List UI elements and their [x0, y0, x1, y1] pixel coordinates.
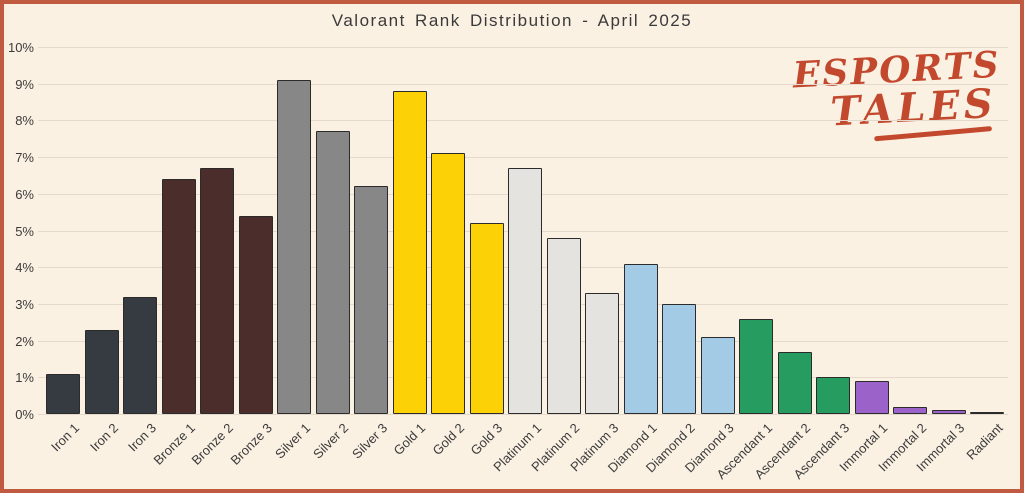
bar-ascendant-2 — [777, 351, 812, 414]
bar-ascendant-3 — [816, 377, 851, 414]
bar-gold-2 — [431, 153, 466, 414]
bar-radiant — [970, 412, 1005, 414]
bar-diamond-2 — [662, 303, 697, 414]
chart-title: Valorant Rank Distribution - April 2025 — [331, 11, 693, 30]
x-axis-label-gold-1: Gold 1 — [390, 420, 429, 458]
x-axis-label-gold-2: Gold 2 — [429, 420, 468, 458]
y-axis-tick-7pct: 7% — [15, 150, 34, 166]
y-axis-tick-6pct: 6% — [15, 186, 34, 202]
bar-gold-3 — [469, 223, 504, 414]
bar-immortal-2 — [893, 406, 928, 414]
y-axis-tick-1pct: 1% — [15, 370, 34, 386]
x-axis-label-gold-3: Gold 3 — [467, 420, 506, 458]
bar-diamond-3 — [700, 336, 735, 414]
bar-silver-1 — [277, 80, 312, 414]
x-axis-label-silver-3: Silver 3 — [348, 420, 391, 462]
bar-platinum-1 — [508, 168, 543, 414]
y-axis-tick-5pct: 5% — [15, 223, 34, 239]
bar-silver-3 — [354, 186, 389, 414]
bar-iron-3 — [123, 296, 158, 414]
y-axis-tick-0pct: 0% — [15, 407, 34, 422]
esports-tales-logo: ESPORTS TALES — [792, 44, 1004, 143]
gridline-7pct — [38, 157, 1008, 159]
x-axis-label-silver-2: Silver 2 — [310, 420, 352, 462]
y-axis-tick-10pct: 10% — [7, 40, 34, 55]
gridline-9pct — [38, 83, 1008, 85]
y-axis-tick-9pct: 9% — [15, 76, 34, 92]
bar-diamond-1 — [623, 263, 658, 414]
bar-immortal-3 — [931, 410, 966, 414]
y-axis-tick-2pct: 2% — [15, 333, 34, 349]
gridline-10pct — [38, 47, 1008, 48]
x-axis-label-iron-3: Iron 3 — [125, 420, 160, 455]
bar-gold-1 — [392, 91, 427, 414]
y-axis-tick-4pct: 4% — [15, 260, 34, 276]
x-axis-label-bronze-1: Bronze 1 — [150, 420, 198, 468]
bar-silver-2 — [315, 131, 350, 414]
x-axis-label-bronze-3: Bronze 3 — [227, 420, 275, 468]
bar-ascendant-1 — [739, 318, 774, 414]
y-axis-tick-8pct: 8% — [15, 113, 34, 129]
bar-immortal-1 — [854, 380, 889, 414]
x-axis-label-iron-2: Iron 2 — [86, 420, 121, 455]
bar-platinum-2 — [546, 237, 581, 414]
y-axis-tick-3pct: 3% — [15, 296, 34, 312]
bar-platinum-3 — [585, 292, 620, 414]
bar-bronze-1 — [161, 179, 196, 414]
x-axis-label-radiant: Radiant — [963, 420, 1007, 463]
bar-iron-2 — [84, 329, 119, 414]
bar-iron-1 — [46, 373, 81, 414]
x-axis-label-silver-1: Silver 1 — [271, 420, 314, 462]
x-axis-label-bronze-2: Bronze 2 — [188, 420, 237, 468]
gridline-8pct — [38, 120, 1008, 122]
gridline-0pct — [38, 414, 1008, 415]
x-axis-label-iron-1: Iron 1 — [48, 420, 83, 455]
bar-bronze-2 — [200, 168, 235, 414]
bar-bronze-3 — [238, 215, 273, 414]
